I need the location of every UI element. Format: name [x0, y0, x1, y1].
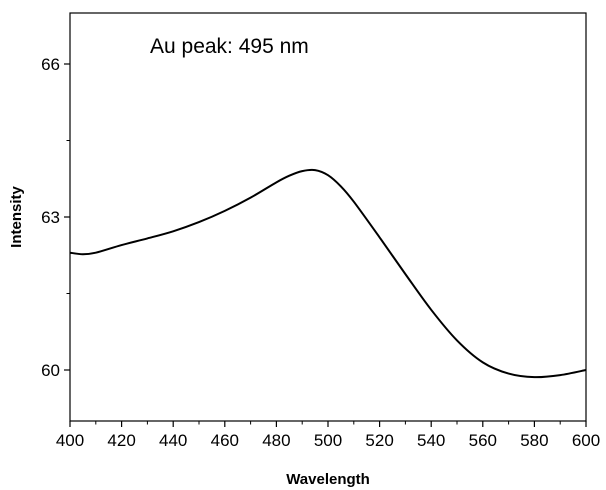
- plot-frame: [69, 12, 587, 422]
- y-axis-ticks: 60 63 66: [41, 55, 70, 380]
- x-tick-label: 440: [159, 431, 187, 450]
- x-tick-label: 600: [572, 431, 600, 450]
- x-tick-label: 400: [56, 431, 84, 450]
- x-tick-label: 520: [365, 431, 393, 450]
- x-tick-label: 580: [520, 431, 548, 450]
- x-tick-label: 500: [314, 431, 342, 450]
- x-axis-title: Wavelength: [286, 471, 370, 488]
- y-tick-label: 60: [41, 361, 60, 380]
- x-tick-label: 420: [107, 431, 135, 450]
- x-axis-ticks: 400 420 440 460 480 500 520 540 560 580 600: [56, 421, 600, 450]
- x-tick-label: 460: [211, 431, 239, 450]
- x-tick-label: 540: [417, 431, 445, 450]
- y-axis-title: Intensity: [8, 186, 25, 248]
- x-tick-label: 480: [262, 431, 290, 450]
- y-tick-label: 63: [41, 208, 60, 227]
- peak-annotation: Au peak: 495 nm: [150, 35, 309, 58]
- intensity-series-line: [69, 168, 587, 379]
- y-tick-label: 66: [41, 55, 60, 74]
- x-tick-label: 560: [469, 431, 497, 450]
